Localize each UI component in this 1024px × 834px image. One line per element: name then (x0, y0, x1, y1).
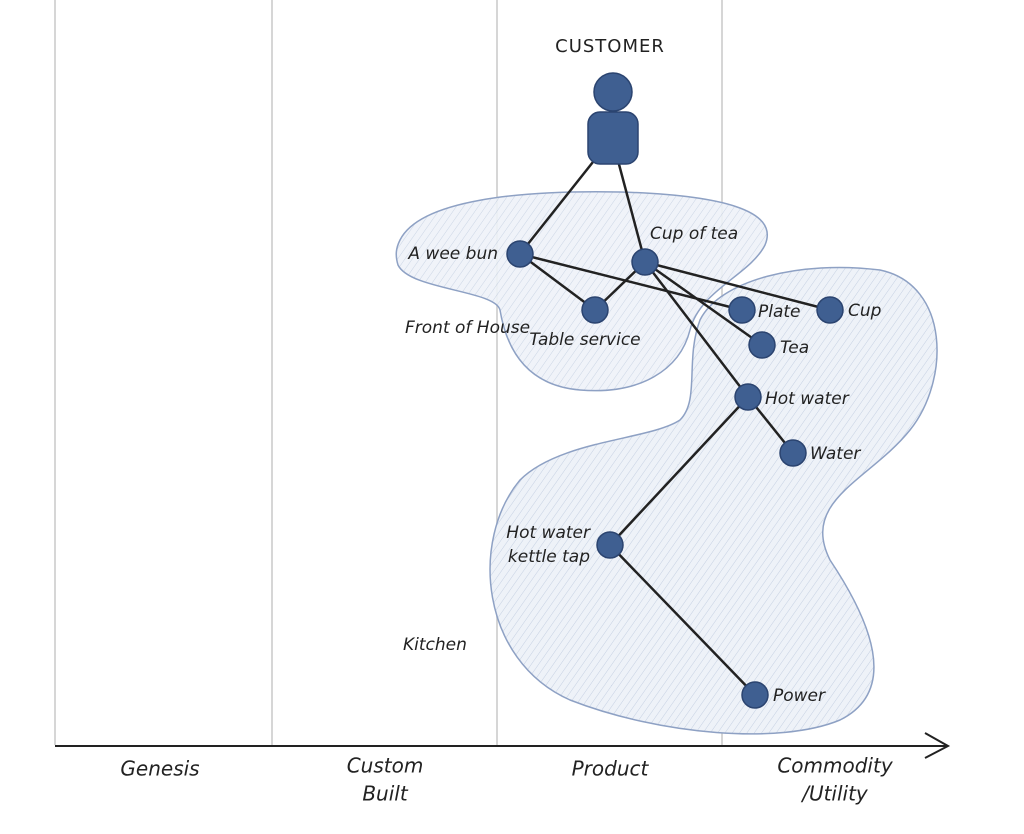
node-label: Hot water (765, 389, 850, 409)
node (748, 331, 776, 359)
node-label: Plate (758, 302, 801, 322)
stage-label: Product (572, 757, 650, 781)
edge (609, 544, 756, 696)
nodes: A wee bun Cup of tea Table service Plate Cup… (407, 224, 882, 709)
customer-icon (587, 72, 639, 165)
axis (55, 732, 951, 759)
node (734, 383, 762, 411)
stage-label: Genesis (120, 757, 199, 781)
node (779, 439, 807, 467)
stage-label: Built (362, 782, 409, 806)
node (741, 681, 769, 709)
node (816, 296, 844, 324)
edge (519, 252, 596, 312)
node (581, 296, 609, 324)
edge (519, 252, 743, 312)
node (631, 248, 659, 276)
node-label: Hot water (506, 523, 591, 543)
node-label: Tea (780, 338, 809, 358)
front-of-house-group (395, 191, 768, 392)
stage-label: /Utility (800, 782, 869, 806)
group-label: Front of House (405, 318, 530, 338)
node-label: A wee bun (407, 244, 498, 264)
customer-label: CUSTOMER (555, 36, 665, 57)
edge (644, 260, 763, 347)
node-label: Table service (529, 330, 640, 350)
stage-label: Custom (347, 754, 424, 778)
node (596, 531, 624, 559)
node (506, 240, 534, 268)
kitchen-group (489, 266, 938, 735)
stage-label: Commodity (777, 754, 893, 778)
edge (644, 260, 831, 312)
node-label: Cup of tea (650, 224, 738, 244)
edge (644, 261, 749, 398)
node-label: Cup (848, 301, 882, 321)
group-label: Kitchen (403, 635, 467, 655)
edge (609, 396, 749, 546)
node-label: Power (773, 686, 826, 706)
node-label: Water (810, 444, 861, 464)
node-label: kettle tap (508, 547, 590, 567)
node (728, 296, 756, 324)
edges (519, 137, 831, 696)
